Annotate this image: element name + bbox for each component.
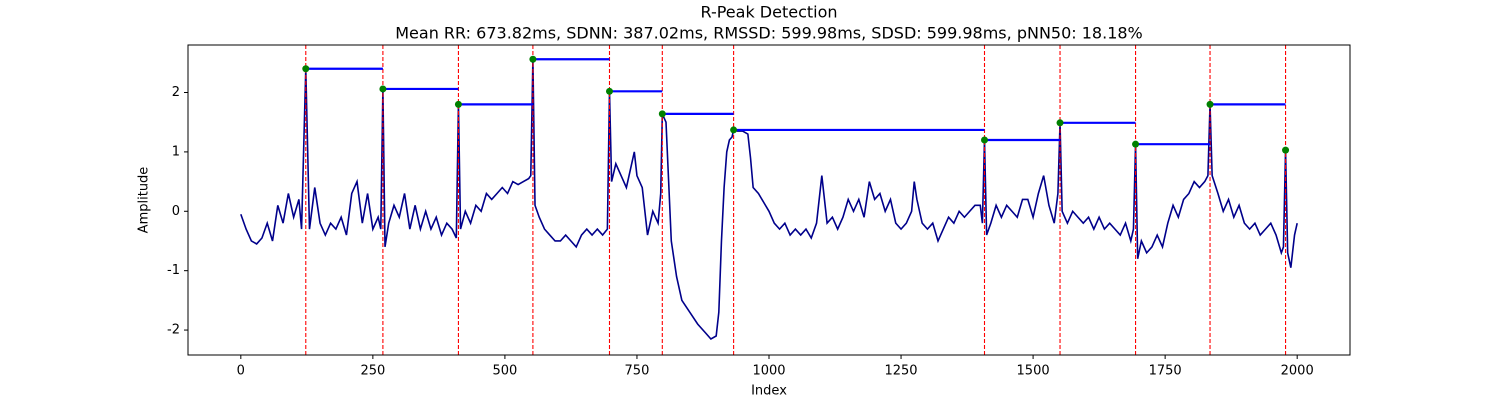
peak-marker [658,110,666,118]
x-axis-label: Index [751,384,787,399]
peak-marker [1282,146,1290,154]
peak-marker [980,136,988,144]
peak-marker [1206,100,1214,108]
x-tick-label: 1750 [1149,364,1182,379]
y-axis-label: Amplitude [137,167,152,234]
x-tick-label: 1000 [752,364,785,379]
y-tick-label: -1 [167,263,180,278]
peak-marker [302,65,310,73]
y-tick-label: -2 [167,323,180,338]
x-tick-label: 0 [237,364,245,379]
peak-marker [1132,140,1140,148]
x-tick-label: 750 [625,364,650,379]
chart-title: R-Peak Detection [700,3,837,22]
peak-marker [529,55,537,63]
peak-marker [379,85,387,93]
x-tick-label: 1500 [1017,364,1050,379]
y-tick-label: 0 [172,204,180,219]
y-tick-label: 2 [172,85,180,100]
chart-subtitle: Mean RR: 673.82ms, SDNN: 387.02ms, RMSSD… [395,24,1143,43]
peak-marker [730,126,738,134]
x-tick-label: 500 [492,364,517,379]
y-tick-label: 1 [172,144,180,159]
peak-marker [1056,119,1064,127]
x-tick-label: 1250 [884,364,917,379]
signal-line [240,59,1298,340]
peak-marker [605,87,613,95]
x-tick-label: 250 [360,364,385,379]
x-tick-label: 2000 [1281,364,1314,379]
peak-marker [454,100,462,108]
plot-frame [187,44,1351,356]
